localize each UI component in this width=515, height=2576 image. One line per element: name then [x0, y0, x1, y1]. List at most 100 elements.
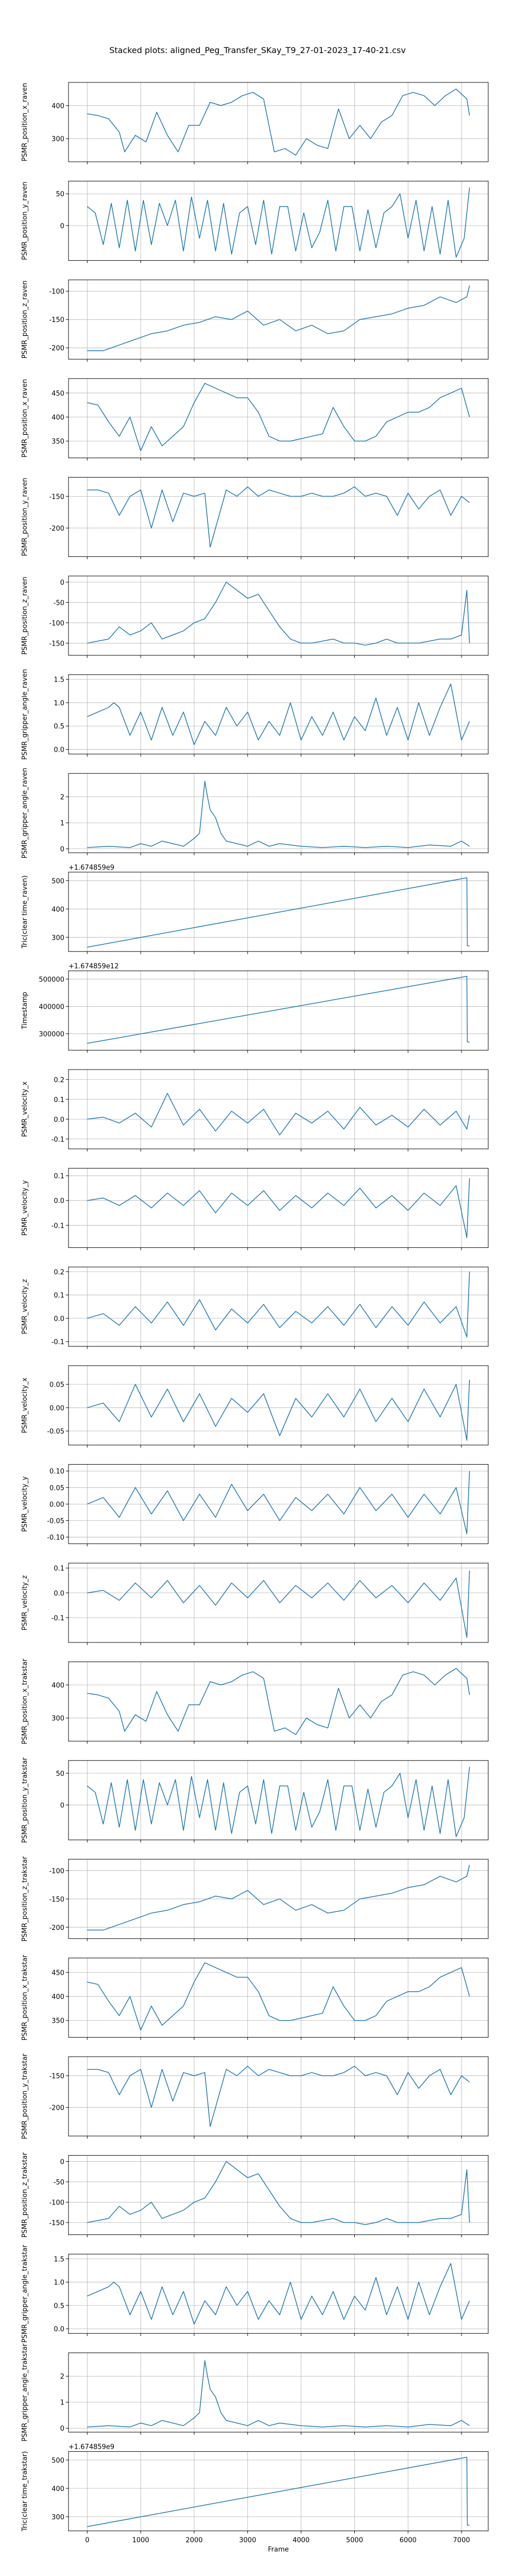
y-axis-label: PSMR_position_y_raven — [21, 181, 29, 260]
y-tick-label: 0.00 — [49, 1404, 64, 1412]
y-tick-label: 2 — [60, 794, 64, 802]
y-tick-label: -50 — [54, 2179, 64, 2187]
y-tick-label: -200 — [49, 345, 64, 352]
axes-frame — [68, 1957, 489, 2038]
axes-frame — [68, 1662, 489, 1742]
subplot-2: 0 50 PSMR_position_y_raven — [21, 181, 489, 263]
y-tick-label: 0.1 — [54, 1096, 64, 1104]
y-tick-label: 450 — [52, 1969, 64, 1977]
axes-frame — [68, 1365, 489, 1446]
series-line — [87, 187, 470, 258]
axes-frame — [68, 1563, 489, 1643]
y-tick-label: 500 — [52, 2457, 64, 2465]
axes-frame — [68, 82, 489, 162]
y-tick-label: -100 — [49, 620, 64, 628]
y-axis-label: PSMR_position_y_trakstar — [21, 1757, 29, 1843]
series-line — [87, 1178, 470, 1239]
subplot-22: -150 -100 -50 0 PSMR_position_z_trakstar — [21, 2152, 489, 2238]
y-tick-label: 0.00 — [49, 1501, 64, 1509]
x-tick-label: 3000 — [239, 2536, 256, 2544]
subplot-7: 0.0 0.5 1.0 1.5 PSMR_gripper_angle_raven — [21, 669, 489, 760]
y-tick-label: 0 — [60, 2425, 64, 2433]
y-tick-label: -0.1 — [52, 1338, 64, 1346]
axes-frame — [68, 674, 489, 755]
y-tick-label: 0.10 — [49, 1468, 64, 1476]
y-tick-label: 300 — [52, 135, 64, 143]
y-tick-label: 0.0 — [54, 1315, 64, 1323]
subplot-25: 300 400 500 Tric(clear time_trakstar) +1.674… — [21, 2443, 489, 2553]
y-axis-label: PSMR_position_z_trakstar — [21, 1856, 29, 1942]
y-tick-label: 0 — [60, 579, 64, 587]
axes-frame — [68, 575, 489, 656]
y-tick-label: -100 — [49, 288, 64, 296]
x-axis-label: Frame — [268, 2546, 289, 2553]
series-line — [87, 486, 470, 548]
y-tick-label: -100 — [49, 1868, 64, 1875]
y-tick-label: 0 — [60, 1802, 64, 1809]
y-tick-label: 350 — [52, 438, 64, 446]
y-axis-label: PSMR_position_z_trakstar — [21, 2152, 29, 2238]
y-tick-label: 400 — [52, 906, 64, 913]
axes-frame — [68, 970, 489, 1050]
series-line — [87, 2360, 470, 2428]
series-line — [87, 683, 470, 745]
y-tick-label: 400 — [52, 2485, 64, 2493]
series-line — [87, 1865, 470, 1931]
y-axis-label: PSMR_gripper_angle_raven — [21, 768, 29, 858]
y-axis-label: Tric(clear time_raven) — [21, 875, 29, 949]
x-tick-label: 0 — [85, 2536, 89, 2544]
y-tick-label: 50 — [56, 191, 64, 198]
y-tick-label: -0.05 — [47, 1517, 64, 1525]
y-tick-label: 400 — [52, 103, 64, 110]
series-line — [87, 1093, 470, 1136]
y-tick-label: 0.0 — [54, 1116, 64, 1124]
y-axis-label: PSMR_velocity_x — [21, 1081, 29, 1137]
y-axis-label: PSMR_position_y_trakstar — [21, 2053, 29, 2139]
y-tick-label: 0.2 — [54, 1268, 64, 1276]
y-axis-label: PSMR_position_y_raven — [21, 478, 29, 556]
series-line — [87, 1668, 470, 1735]
y-tick-label: 0.0 — [54, 1197, 64, 1205]
series-line — [87, 89, 470, 156]
x-tick-label: 2000 — [185, 2536, 202, 2544]
axes-frame — [68, 1464, 489, 1544]
axes-frame — [68, 1266, 489, 1347]
y-axis-label: PSMR_velocity_z — [21, 1279, 29, 1334]
y-tick-label: -0.1 — [52, 1136, 64, 1144]
axes-frame — [68, 1760, 489, 1840]
subplot-23: 0.0 0.5 1.0 1.5 PSMR_gripper_angle_trakstar — [21, 2245, 489, 2343]
y-tick-label: 300 — [52, 2514, 64, 2521]
y-tick-label: -150 — [49, 640, 64, 648]
y-tick-label: -100 — [49, 2199, 64, 2207]
offset-label: +1.674859e9 — [68, 864, 114, 872]
y-tick-label: 400 — [52, 1993, 64, 2001]
x-tick-label: 6000 — [400, 2536, 417, 2544]
subplot-16: -0.1 0.0 0.1 PSMR_velocity_z — [21, 1563, 489, 1645]
axes-frame — [68, 1168, 489, 1248]
y-tick-label: -0.1 — [52, 1615, 64, 1622]
series-line — [87, 2065, 470, 2127]
y-axis-label: PSMR_velocity_y — [21, 1180, 29, 1235]
y-tick-label: 0 — [60, 846, 64, 854]
y-axis-label: PSMR_position_x_trakstar — [21, 1955, 29, 2041]
y-tick-label: -150 — [49, 2219, 64, 2227]
subplot-1: 300 400 PSMR_position_x_raven — [21, 82, 489, 164]
y-tick-label: 50 — [56, 1770, 64, 1778]
y-tick-label: 300 — [52, 934, 64, 942]
y-tick-label: 1.5 — [54, 2256, 64, 2263]
y-tick-label: 2 — [60, 2373, 64, 2381]
subplot-6: -150 -100 -50 0 PSMR_position_z_raven — [21, 575, 489, 658]
y-tick-label: 1 — [60, 820, 64, 827]
y-tick-label: 500 — [52, 877, 64, 885]
axes-frame — [68, 1069, 489, 1149]
series-line — [87, 1767, 470, 1837]
y-axis-label: PSMR_velocity_z — [21, 1575, 29, 1630]
subplot-18: 0 50 PSMR_position_y_trakstar — [21, 1757, 489, 1843]
series-line — [87, 976, 470, 1044]
y-tick-label: 0.5 — [54, 723, 64, 731]
series-line — [87, 781, 470, 848]
x-tick-label: 1000 — [132, 2536, 149, 2544]
axes-frame — [68, 872, 489, 952]
y-tick-label: -0.10 — [47, 1534, 64, 1542]
